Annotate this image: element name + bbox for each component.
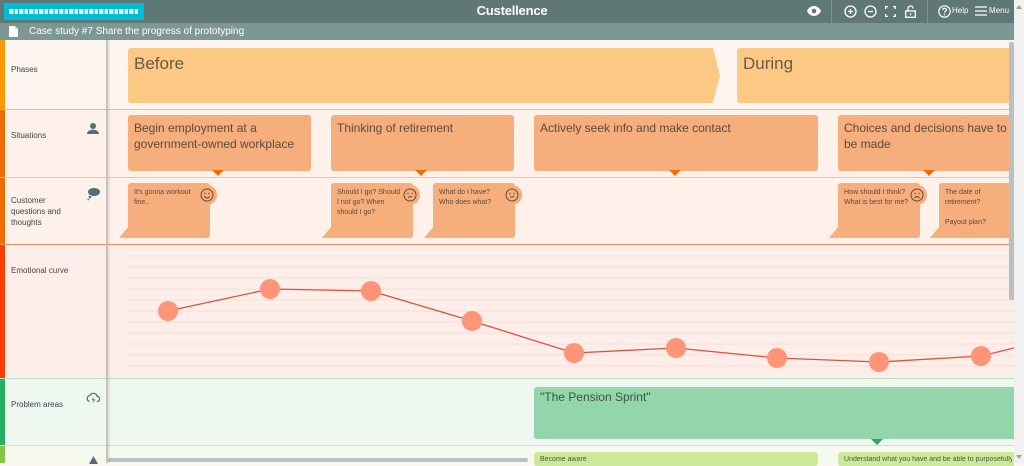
lane-color-stripe (0, 178, 5, 245)
phase-card[interactable]: During (737, 48, 1014, 103)
thought-bubble[interactable]: It's gonna workout fine.. (119, 183, 217, 238)
emotion-point[interactable] (767, 348, 787, 368)
situation-text: Thinking of retirement (337, 121, 454, 135)
top-bar: Custellence Help Menu (0, 0, 1024, 23)
situation-text: Begin employment at a government-owned w… (134, 121, 295, 151)
neutral-face-icon (502, 185, 522, 205)
help-icon[interactable] (936, 3, 952, 19)
lane-color-stripe (0, 40, 5, 110)
lane-label-situations[interactable]: Situations (11, 131, 47, 140)
stage-text: Understand what you have and be able to … (844, 456, 1012, 463)
phase-label: During (743, 54, 794, 73)
lock-open-icon[interactable] (902, 3, 918, 19)
brand-logo[interactable] (4, 3, 144, 20)
eye-icon[interactable] (806, 3, 822, 19)
menu-icon[interactable] (973, 3, 989, 19)
emotion-point[interactable] (564, 343, 584, 363)
lane-color-stripe (0, 245, 5, 379)
situation-card[interactable]: Thinking of retirement (331, 115, 514, 176)
thought-text: The date of retirement? Payout plan? (945, 189, 986, 226)
connector-arrow (669, 170, 681, 176)
neutral-face-icon (400, 185, 420, 205)
thought-bubble-icon (87, 188, 100, 201)
situation-text: Choices and decisions have to be made (844, 121, 1007, 151)
horizontal-scrollbar[interactable] (108, 458, 528, 462)
toolbar-divider (831, 0, 832, 23)
thought-text: Should I go? Should I not go? When shoul… (337, 189, 401, 216)
connector-arrow (212, 170, 224, 176)
thought-bubble[interactable]: Should I go? Should I not go? When shoul… (322, 183, 420, 238)
document-icon (9, 26, 18, 37)
emotion-point[interactable] (869, 352, 889, 372)
stage-text: Become aware (540, 456, 587, 463)
arrow-up-icon (89, 456, 98, 464)
thought-bubble[interactable]: How should I think? What is best for me? (829, 183, 927, 238)
zoom-in-icon[interactable] (842, 3, 858, 19)
stage-card[interactable]: Understand what you have and be able to … (838, 452, 1014, 466)
phase-label: Before (134, 54, 185, 73)
situation-card[interactable]: Choices and decisions have to be made (838, 115, 1014, 176)
thought-text: How should I think? What is best for me? (844, 189, 909, 206)
page-scrollbar-track[interactable] (1014, 0, 1024, 463)
emotion-point[interactable] (666, 338, 686, 358)
happy-face-icon (197, 185, 217, 205)
situation-card[interactable]: Actively seek info and make contact (534, 115, 818, 176)
situation-text: Actively seek info and make contact (540, 121, 731, 135)
app-title: Custellence (476, 3, 548, 18)
person-icon (87, 123, 99, 134)
sad-face-icon (907, 185, 927, 205)
stage-card[interactable]: Become aware (534, 452, 818, 466)
lane-color-stripe (0, 110, 5, 178)
problem-area-title: "The Pension Sprint" (540, 390, 651, 404)
thought-bubble[interactable]: What do I have? Who does what? (424, 183, 522, 238)
lane-color-stripe (0, 379, 5, 446)
lane-color-stripe (0, 446, 5, 463)
thought-text: It's gonna workout fine.. (134, 189, 191, 206)
label-column-divider[interactable] (106, 40, 108, 463)
help-button[interactable]: Help (952, 6, 969, 15)
connector-arrow (923, 170, 935, 176)
lane-label-problem-areas[interactable]: Problem areas (11, 400, 64, 409)
lane-label-phases[interactable]: Phases (11, 65, 38, 74)
phase-card[interactable]: Before (128, 48, 720, 103)
storm-cloud-icon (86, 392, 100, 404)
case-title-bar: Case study #7 Share the progress of prot… (0, 23, 1014, 40)
situation-card[interactable]: Begin employment at a government-owned w… (128, 115, 311, 176)
scroll-up-arrow-icon[interactable] (1016, 5, 1022, 9)
case-title[interactable]: Case study #7 Share the progress of prot… (29, 26, 245, 37)
emotional-curve-chart (126, 255, 1014, 372)
problem-area-card[interactable]: "The Pension Sprint" (534, 387, 1014, 445)
fullscreen-icon[interactable] (882, 3, 898, 19)
lane-label-emotional-curve[interactable]: Emotional curve (11, 266, 69, 275)
emotion-point[interactable] (361, 281, 381, 301)
connector-arrow (871, 439, 883, 445)
thought-text: What do I have? Who does what? (439, 189, 492, 206)
toolbar-divider (927, 0, 928, 23)
scroll-down-arrow-icon[interactable] (1016, 455, 1022, 459)
emotion-point[interactable] (462, 311, 482, 331)
thought-bubble[interactable]: The date of retirement? Payout plan? (930, 183, 1014, 238)
emotion-point[interactable] (260, 279, 280, 299)
emotion-point[interactable] (158, 301, 178, 321)
zoom-out-icon[interactable] (862, 3, 878, 19)
emotion-point[interactable] (971, 346, 991, 366)
connector-arrow (415, 170, 427, 176)
vertical-scrollbar[interactable] (1009, 42, 1014, 300)
lane-label-customer-questions[interactable]: Customer questions and thoughts (11, 196, 61, 227)
menu-button[interactable]: Menu (989, 6, 1010, 15)
